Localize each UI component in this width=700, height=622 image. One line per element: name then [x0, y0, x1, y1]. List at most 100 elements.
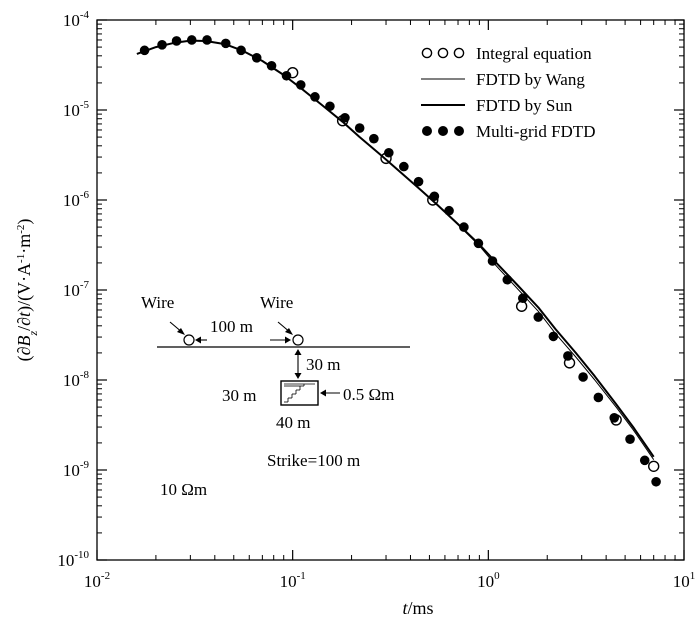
depth-arrow-head-bottom [294, 373, 302, 379]
y-tick-base: 10 [63, 101, 80, 120]
y-tick-label: 10-4 [63, 9, 90, 30]
right-wire-marker [292, 334, 304, 346]
multi-grid-fdtd-point [459, 222, 469, 232]
multi-grid-fdtd-point [502, 274, 513, 285]
left-wire-marker [183, 334, 195, 346]
x-tick-exponent: 1 [690, 570, 696, 582]
multi-grid-fdtd-point [310, 92, 320, 102]
block-resistivity-label: 0.5 Ωm [343, 385, 394, 404]
x-tick-exponent: 0 [494, 570, 500, 582]
y-tick-exponent: -9 [80, 459, 90, 471]
multi-grid-fdtd-point [186, 35, 197, 45]
x-tick-label: 100 [477, 570, 500, 591]
y-tick-base: 10 [57, 551, 74, 570]
x-tick-label: 101 [673, 570, 696, 591]
legend-open-circle-marker [453, 47, 465, 59]
tick-marks [96, 19, 685, 561]
legend-filled-circle-marker [454, 126, 464, 136]
x-tick-exponent: -2 [101, 570, 110, 582]
legend-filled-circle-marker [422, 126, 432, 136]
series-3 [139, 35, 661, 487]
legend-item-multi-grid-fdtd: Multi-grid FDTD [422, 122, 595, 141]
axes [96, 19, 685, 561]
multi-grid-fdtd-point [251, 53, 262, 63]
y-tick-exponent: -8 [80, 369, 90, 381]
multi-grid-fdtd-point [548, 331, 559, 342]
depth-arrow-head-top [294, 349, 302, 355]
multi-grid-fdtd-point [533, 312, 544, 322]
y-tick-base: 10 [63, 461, 80, 480]
multi-grid-fdtd-point [295, 80, 306, 90]
y-axis-title: (∂Bz/∂t)/(V·A-1·m-2) [14, 219, 40, 362]
multi-grid-fdtd-point [171, 36, 182, 46]
strike-label: Strike=100 m [267, 451, 360, 470]
y-tick-label: 10-10 [57, 549, 89, 570]
y-tick-label: 10-6 [63, 189, 90, 210]
y-tick-exponent: -6 [80, 189, 90, 201]
multi-grid-fdtd-point [399, 161, 409, 172]
x-axis-title: t/ms [402, 598, 433, 618]
x-tick-exponent: -1 [297, 570, 306, 582]
multi-grid-fdtd-point [473, 238, 484, 249]
multi-grid-fdtd-point [639, 455, 650, 466]
plot-series [136, 35, 661, 487]
y-tick-exponent: -7 [80, 279, 90, 291]
block-hatching [284, 383, 315, 403]
depth-label: 30 m [306, 355, 340, 374]
series-1 [136, 40, 655, 460]
legend: Integral equation FDTD by Wang FDTD by S… [421, 44, 595, 141]
multi-grid-fdtd-point [369, 133, 379, 144]
multi-grid-fdtd-point [266, 60, 277, 71]
y-tick-label: 10-7 [63, 279, 90, 300]
model-sketch: Wire Wire 100 m 30 m 30 m 40 m 0.5 Ωm St… [141, 293, 410, 499]
legend-label: FDTD by Wang [476, 70, 585, 89]
tick-labels: 10-2 10-1 100 10110-410-510-610-710-810-910… [57, 9, 695, 591]
multi-grid-fdtd-point [157, 40, 167, 50]
multi-grid-fdtd-point [578, 372, 588, 382]
multi-grid-fdtd-point [444, 205, 454, 216]
multi-grid-fdtd-point [354, 123, 365, 133]
multi-grid-fdtd-point [325, 101, 335, 112]
spacing-left-arrow-head [195, 336, 201, 344]
x-tick-label: 10-1 [280, 570, 306, 591]
multi-grid-fdtd-point [651, 476, 661, 487]
y-tick-label: 10-9 [63, 459, 90, 480]
x-tick-base: 10 [280, 572, 297, 591]
legend-open-circle-marker [421, 47, 433, 59]
x-tick-base: 10 [84, 572, 101, 591]
multi-grid-fdtd-point [139, 45, 150, 56]
y-tick-exponent: -5 [80, 99, 90, 111]
spacing-label: 100 m [210, 317, 253, 336]
background-resistivity-label: 10 Ωm [160, 480, 207, 499]
legend-item-fdtd-by-wang: FDTD by Wang [421, 70, 585, 89]
multi-grid-fdtd-point [202, 35, 212, 45]
x-tick-base: 10 [477, 572, 494, 591]
y-tick-base: 10 [63, 11, 80, 30]
conductive-block [280, 380, 319, 406]
integral-equation-point [647, 460, 660, 472]
x-tick-label: 10-2 [84, 570, 110, 591]
fdtd-wang-line [136, 40, 655, 460]
legend-label: Integral equation [476, 44, 592, 63]
block-resistivity-arrow-head [320, 389, 326, 397]
multi-grid-fdtd-point [609, 413, 620, 423]
multi-grid-fdtd-point [340, 112, 350, 123]
plot-frame [96, 19, 685, 561]
multi-grid-fdtd-point [281, 70, 292, 81]
legend-label: FDTD by Sun [476, 96, 573, 115]
right-wire-label: Wire [260, 293, 293, 312]
left-wire-label: Wire [141, 293, 174, 312]
legend-label: Multi-grid FDTD [476, 122, 595, 141]
multi-grid-fdtd-point [236, 45, 246, 56]
multi-grid-fdtd-point [517, 293, 528, 304]
block-width-label: 40 m [276, 413, 310, 432]
y-tick-base: 10 [63, 371, 80, 390]
multi-grid-fdtd-point [487, 256, 498, 266]
left-wire-pointer-head [177, 328, 185, 335]
legend-filled-circle-marker [438, 126, 448, 136]
multi-grid-fdtd-point [625, 434, 635, 444]
multi-grid-fdtd-point [413, 176, 424, 187]
block-height-label: 30 m [222, 386, 256, 405]
y-tick-base: 10 [63, 191, 80, 210]
